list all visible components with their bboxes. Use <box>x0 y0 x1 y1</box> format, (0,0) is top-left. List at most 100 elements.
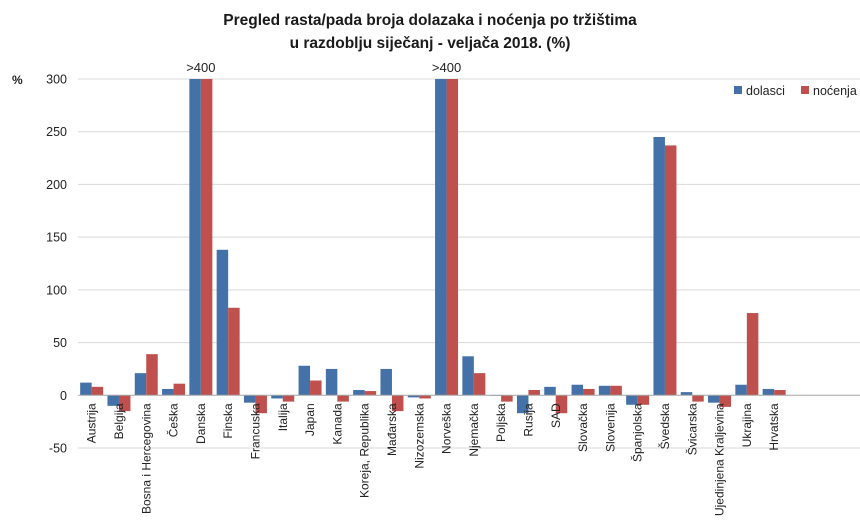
x-category-label: Japan <box>303 403 317 436</box>
bar-dolasci-2 <box>134 373 147 396</box>
bar-dolasci-17 <box>544 386 556 396</box>
bar-noćenja-20 <box>637 395 650 405</box>
bar-dolasci-5 <box>216 249 229 396</box>
bar-dolasci-21 <box>653 136 665 396</box>
x-category-label: Švicarska <box>684 403 699 455</box>
bars <box>80 79 786 414</box>
bar-noćenja-6 <box>255 395 267 414</box>
x-category-label: Francuska <box>248 403 262 459</box>
bar-noćenja-23 <box>719 395 732 407</box>
y-tick-label: 50 <box>53 336 67 350</box>
x-category-label: Bosna i Hercegovina <box>139 403 153 514</box>
bar-noćenja-1 <box>118 395 131 412</box>
bar-annotation: >400 <box>186 60 215 75</box>
bar-dolasci-4 <box>189 79 201 396</box>
bar-noćenja-4 <box>200 79 213 396</box>
bar-noćenja-14 <box>473 373 486 396</box>
bar-dolasci-19 <box>598 385 611 396</box>
x-category-label: Danska <box>194 403 208 444</box>
x-category-label: Italija <box>276 403 290 431</box>
bar-dolasci-1 <box>107 395 119 406</box>
bar-dolasci-22 <box>680 392 693 396</box>
bar-noćenja-12 <box>419 395 431 399</box>
x-category-label: Belgija <box>112 403 126 439</box>
bar-noćenja-13 <box>446 79 459 396</box>
y-tick-label: -50 <box>49 442 67 456</box>
bar-noćenja-17 <box>555 395 568 414</box>
bar-dolasci-13 <box>435 79 447 396</box>
y-tick-label: 150 <box>46 231 67 245</box>
legend-swatch <box>801 86 809 94</box>
x-category-label: Slovačka <box>576 403 590 452</box>
x-category-label: Kanada <box>330 403 344 445</box>
bar-dolasci-23 <box>708 395 720 403</box>
legend-swatch <box>734 86 742 94</box>
bar-noćenja-7 <box>282 395 295 402</box>
x-category-label: Koreja, Republika <box>358 403 372 498</box>
x-category-label: SAD <box>549 403 563 428</box>
y-tick-label: 300 <box>46 73 67 87</box>
y-tick-label: 250 <box>46 125 67 139</box>
bar-noćenja-15 <box>501 395 513 402</box>
bar-dolasci-25 <box>762 388 775 396</box>
bar-noćenja-8 <box>310 380 322 396</box>
bar-noćenja-5 <box>228 307 240 396</box>
bar-noćenja-11 <box>391 395 404 412</box>
x-category-label: Češka <box>166 403 181 437</box>
bar-dolasci-0 <box>80 382 92 396</box>
y-tick-label: 0 <box>60 389 67 403</box>
bar-noćenja-0 <box>91 386 104 396</box>
x-category-label: Ujedinjena Kraljevina <box>713 403 727 516</box>
x-category-label: Norveška <box>440 403 454 454</box>
bar-dolasci-11 <box>380 368 392 396</box>
bar-noćenja-2 <box>146 354 158 396</box>
x-category-label: Mađarska <box>385 403 399 456</box>
chart-title-line2: u razdoblju siječanj - veljača 2018. (%) <box>290 35 571 52</box>
bar-dolasci-6 <box>243 395 256 403</box>
bar-dolasci-7 <box>271 395 283 399</box>
x-category-label: Njemačka <box>467 403 481 457</box>
x-category-label: Slovenija <box>603 403 617 452</box>
annotations: >400 >400 <box>186 60 461 75</box>
x-category-label: Nizozemska <box>412 403 426 469</box>
bar-dolasci-24 <box>735 384 747 396</box>
x-axis-category-labels: Austrija Belgija Bosna i Hercegovina Češka D… <box>85 403 782 516</box>
bar-dolasci-18 <box>571 384 584 396</box>
bar-annotation: >400 <box>432 60 461 75</box>
bar-noćenja-9 <box>337 395 349 402</box>
bar-dolasci-8 <box>298 365 311 396</box>
bar-dolasci-9 <box>325 368 338 396</box>
bar-dolasci-20 <box>626 395 638 405</box>
bar-dolasci-14 <box>462 356 474 396</box>
bar-dolasci-3 <box>162 388 174 396</box>
x-category-label: Finska <box>221 403 235 439</box>
bar-dolasci-12 <box>407 395 420 398</box>
legend: dolasci noćenja <box>734 84 857 98</box>
bar-dolasci-10 <box>353 390 365 396</box>
chart-title-line1: Pregled rasta/pada broja dolazaka i noće… <box>223 12 637 29</box>
bar-noćenja-19 <box>610 385 622 396</box>
x-category-label: Hrvatska <box>767 403 781 451</box>
bar-noćenja-10 <box>364 391 377 396</box>
y-axis-ticks: -50 0 50 100 150 200 250 300 <box>46 73 67 456</box>
bar-noćenja-16 <box>528 390 540 396</box>
bar-noćenja-22 <box>692 395 704 402</box>
bar-noćenja-18 <box>583 388 595 396</box>
bar-noćenja-21 <box>664 145 677 396</box>
bar-noćenja-3 <box>173 383 186 396</box>
y-tick-label: 100 <box>46 283 67 297</box>
y-axis-unit-label: % <box>12 73 23 87</box>
x-category-label: Poljska <box>494 403 508 442</box>
legend-label: noćenja <box>813 84 857 98</box>
x-category-label: Švedska <box>657 403 672 449</box>
x-category-label: Austrija <box>85 403 99 443</box>
y-tick-label: 200 <box>46 178 67 192</box>
x-category-label: Ukrajina <box>740 403 754 447</box>
x-category-label: Rusija <box>521 403 535 437</box>
bar-noćenja-24 <box>746 313 759 396</box>
x-category-label: Španjolska <box>630 403 645 462</box>
bar-dolasci-16 <box>516 395 529 414</box>
bar-noćenja-25 <box>774 390 786 396</box>
legend-label: dolasci <box>746 84 785 98</box>
